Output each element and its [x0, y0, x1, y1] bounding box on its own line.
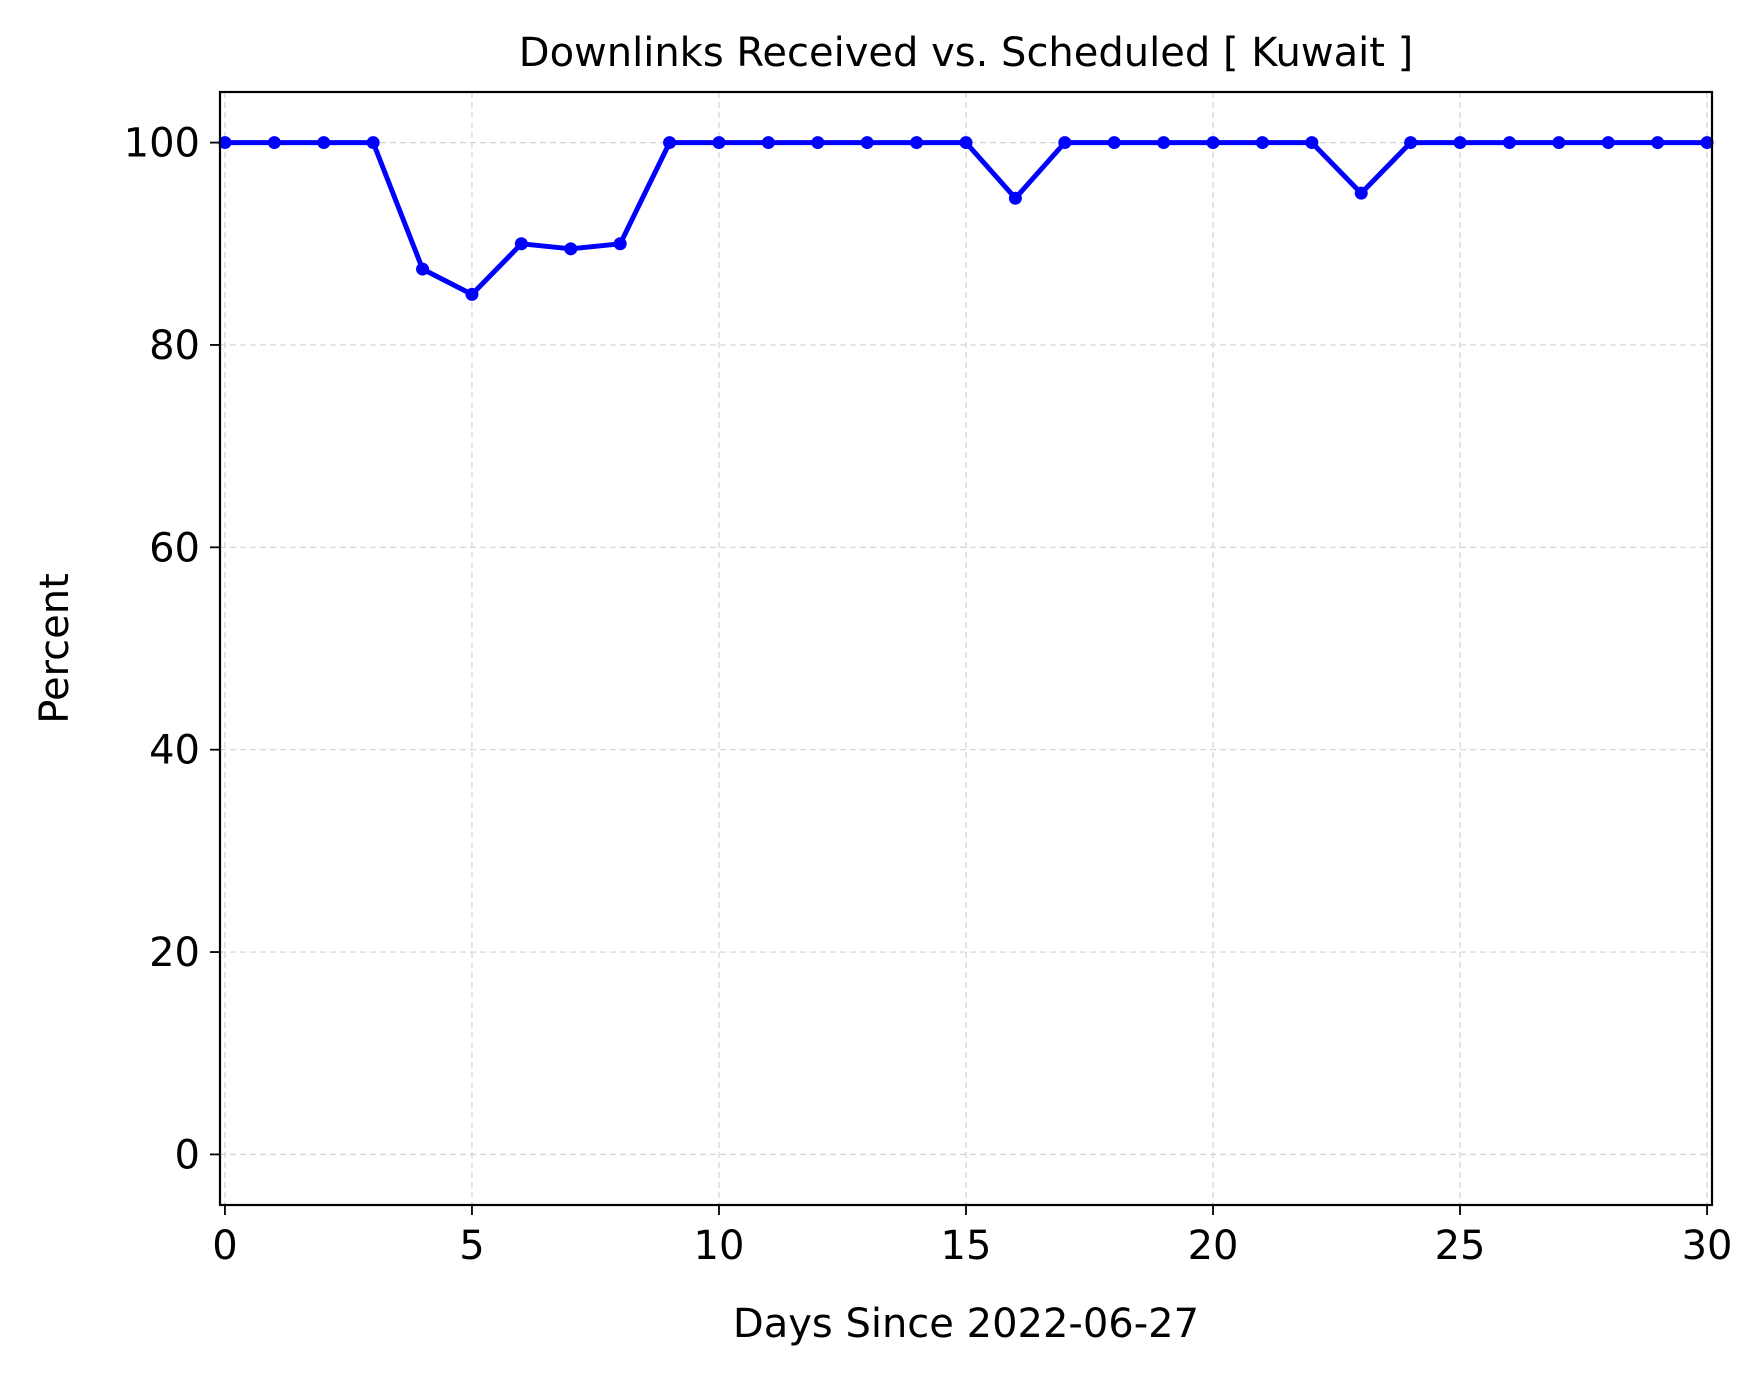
data-point: [1058, 136, 1072, 150]
data-point: [959, 136, 973, 150]
data-point: [218, 136, 232, 150]
data-point: [1107, 136, 1121, 150]
x-tick-label: 0: [212, 1223, 237, 1269]
data-point: [860, 136, 874, 150]
data-point: [1502, 136, 1516, 150]
y-tick-label: 40: [149, 728, 200, 774]
data-point: [761, 136, 775, 150]
y-tick-label: 100: [124, 121, 200, 167]
data-point: [1255, 136, 1269, 150]
x-axis-label: Days Since 2022-06-27: [733, 1301, 1199, 1347]
axis-ticks: 0 5 10 15 20 25 30 0 20 40 60 80 100: [124, 121, 1733, 1269]
data-point: [712, 136, 726, 150]
data-point: [267, 136, 281, 150]
data-point: [1404, 136, 1418, 150]
data-point: [613, 237, 627, 251]
data-point: [811, 136, 825, 150]
y-tick-label: 0: [175, 1132, 200, 1178]
x-tick-label: 30: [1682, 1223, 1733, 1269]
x-tick-label: 15: [941, 1223, 992, 1269]
data-point: [1651, 136, 1665, 150]
x-tick-label: 10: [694, 1223, 745, 1269]
data-point: [1601, 136, 1615, 150]
x-tick-label: 5: [459, 1223, 484, 1269]
data-point: [1700, 136, 1714, 150]
y-tick-label: 20: [149, 930, 200, 976]
data-point: [564, 242, 578, 256]
data-point: [1354, 186, 1368, 200]
y-tick-label: 80: [149, 323, 200, 369]
y-tick-label: 60: [149, 525, 200, 571]
data-point: [514, 237, 528, 251]
data-point: [663, 136, 677, 150]
series-layer: [218, 136, 1714, 301]
x-tick-label: 20: [1188, 1223, 1239, 1269]
data-point: [366, 136, 380, 150]
data-point: [1453, 136, 1467, 150]
x-tick-label: 25: [1435, 1223, 1486, 1269]
plot-frame: [218, 90, 1714, 1207]
data-point: [317, 136, 331, 150]
y-axis-label: Percent: [32, 573, 78, 724]
data-point: [1552, 136, 1566, 150]
data-point: [1305, 136, 1319, 150]
data-point: [416, 262, 430, 276]
data-point: [1008, 191, 1022, 205]
data-point: [1206, 136, 1220, 150]
data-point: [910, 136, 924, 150]
data-point: [465, 287, 479, 301]
chart-title: Downlinks Received vs. Scheduled [ Kuwai…: [519, 30, 1413, 76]
grid: [220, 92, 1712, 1205]
data-point: [1157, 136, 1171, 150]
